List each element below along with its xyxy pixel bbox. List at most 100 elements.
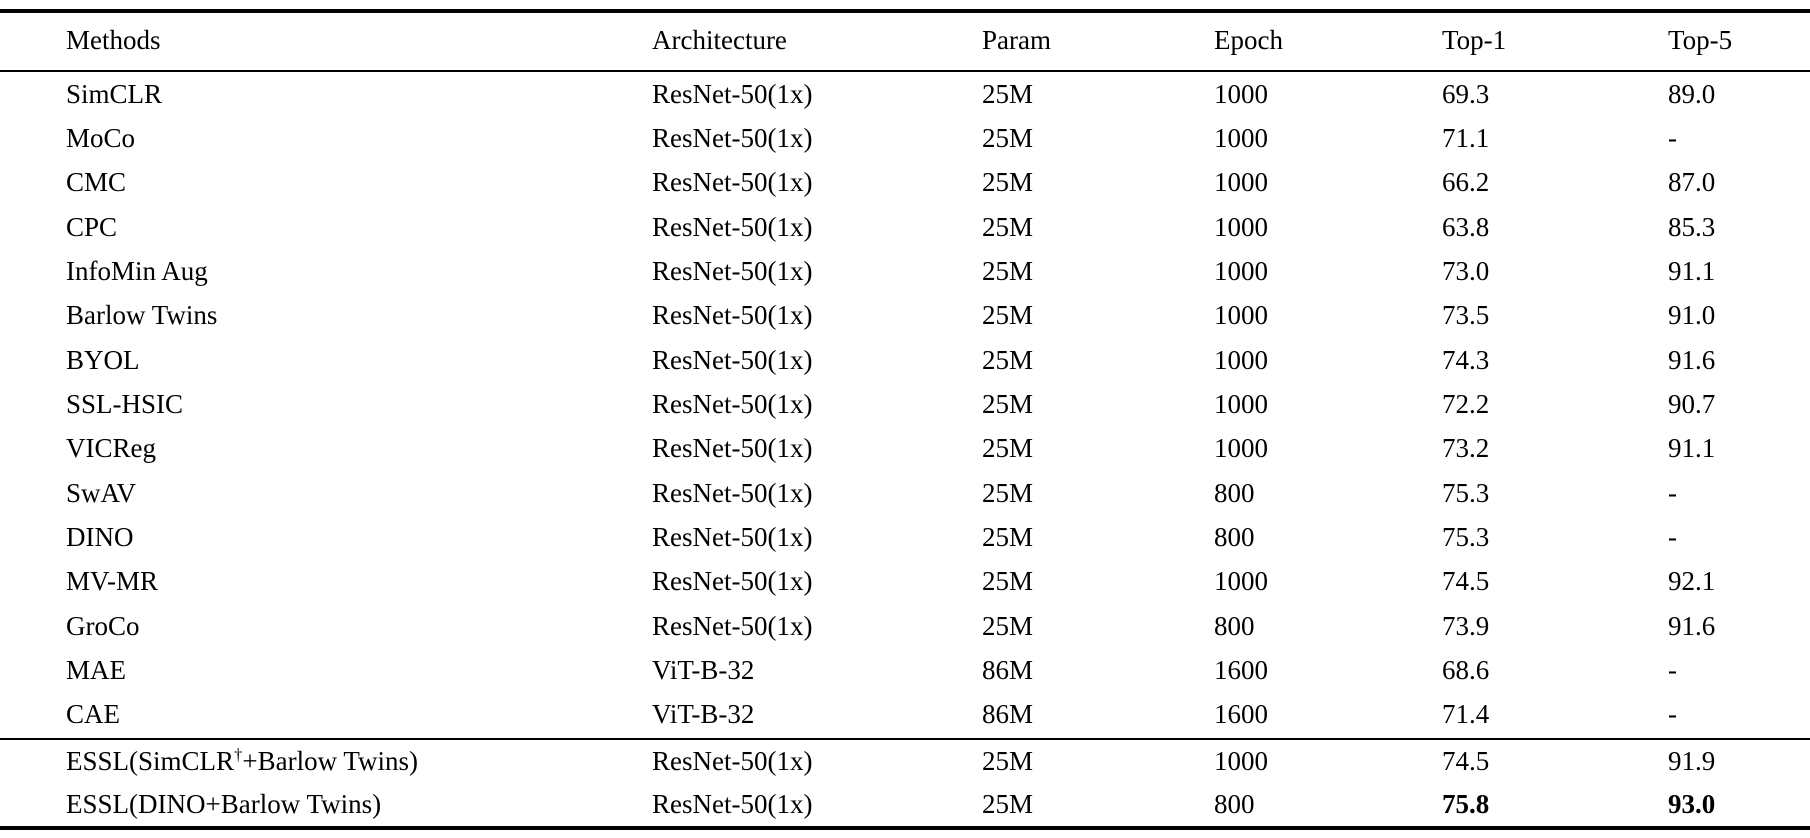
cell-top1: 75.3	[1442, 521, 1490, 552]
cell-top5: 92.1	[1668, 566, 1716, 597]
cell-architecture: ResNet-50(1x)	[652, 344, 813, 375]
cell-param: 25M	[982, 388, 1034, 419]
table-header-rule	[0, 70, 1810, 72]
cell-top5: 90.7	[1668, 388, 1716, 419]
cell-method: BYOL	[66, 344, 140, 375]
cell-epoch: 800	[1214, 477, 1255, 508]
cell-top5: -	[1668, 477, 1677, 508]
cell-param: 25M	[982, 566, 1034, 597]
cell-architecture: ViT-B-32	[652, 699, 755, 730]
cell-epoch: 1000	[1214, 566, 1268, 597]
cell-top5: 89.0	[1668, 78, 1716, 109]
table-row: InfoMin Aug ResNet-50(1x) 25M 1000 73.0 …	[0, 249, 1810, 293]
cell-top5: 85.3	[1668, 211, 1716, 242]
column-header-top5: Top-5	[1668, 25, 1733, 55]
table-row: BYOL ResNet-50(1x) 25M 1000 74.3 91.6	[0, 338, 1810, 382]
cell-top5: 91.9	[1668, 746, 1716, 776]
cell-param: 86M	[982, 699, 1034, 730]
cell-method: ESSL(SimCLR†+Barlow Twins)	[66, 745, 419, 776]
cell-top1: 74.5	[1442, 746, 1490, 776]
cell-epoch: 1000	[1214, 78, 1268, 109]
cell-architecture: ResNet-50(1x)	[652, 477, 813, 508]
cell-architecture: ResNet-50(1x)	[652, 566, 813, 597]
cell-param: 25M	[982, 433, 1034, 464]
cell-architecture: ResNet-50(1x)	[652, 78, 813, 109]
cell-architecture: ResNet-50(1x)	[652, 167, 813, 198]
cell-architecture: ResNet-50(1x)	[652, 521, 813, 552]
cell-top1: 75.8	[1442, 789, 1490, 819]
cell-top5: 91.1	[1668, 255, 1716, 286]
table-row: SwAV ResNet-50(1x) 25M 800 75.3 -	[0, 471, 1810, 515]
table-row: CPC ResNet-50(1x) 25M 1000 63.8 85.3	[0, 205, 1810, 249]
cell-top1: 66.2	[1442, 167, 1490, 198]
table-row: ESSL(SimCLR†+Barlow Twins) ResNet-50(1x)…	[0, 740, 1810, 783]
cell-method: Barlow Twins	[66, 300, 218, 331]
cell-top5: 93.0	[1668, 789, 1716, 819]
cell-top1: 71.4	[1442, 699, 1490, 730]
table-row: Barlow Twins ResNet-50(1x) 25M 1000 73.5…	[0, 294, 1810, 338]
cell-method: InfoMin Aug	[66, 255, 208, 286]
cell-param: 25M	[982, 122, 1034, 153]
cell-param: 25M	[982, 255, 1034, 286]
cell-architecture: ResNet-50(1x)	[652, 746, 813, 776]
dagger-footnote-mark: †	[234, 745, 243, 764]
cell-method: CMC	[66, 167, 127, 198]
table-row: ESSL(DINO+Barlow Twins) ResNet-50(1x) 25…	[0, 783, 1810, 826]
cell-top5: -	[1668, 521, 1677, 552]
cell-param: 25M	[982, 521, 1034, 552]
cell-architecture: ResNet-50(1x)	[652, 789, 813, 819]
cell-architecture: ResNet-50(1x)	[652, 610, 813, 641]
table-row: CMC ResNet-50(1x) 25M 1000 66.2 87.0	[0, 161, 1810, 205]
cell-architecture: ResNet-50(1x)	[652, 433, 813, 464]
cell-param: 86M	[982, 654, 1034, 685]
cell-method: SSL-HSIC	[66, 388, 184, 419]
cell-method: SimCLR	[66, 78, 163, 109]
cell-top1: 71.1	[1442, 122, 1490, 153]
table-row: VICReg ResNet-50(1x) 25M 1000 73.2 91.1	[0, 427, 1810, 471]
cell-top1: 72.2	[1442, 388, 1490, 419]
cell-method: GroCo	[66, 610, 140, 641]
cell-architecture: ResNet-50(1x)	[652, 255, 813, 286]
cell-top5: -	[1668, 699, 1677, 730]
table-row: SimCLR ResNet-50(1x) 25M 1000 69.3 89.0	[0, 72, 1810, 116]
table-row: MV-MR ResNet-50(1x) 25M 1000 74.5 92.1	[0, 560, 1810, 604]
column-header-methods: Methods	[66, 25, 161, 55]
cell-top5: -	[1668, 654, 1677, 685]
cell-epoch: 1000	[1214, 122, 1268, 153]
cell-top5: 87.0	[1668, 167, 1716, 198]
cell-top5: 91.1	[1668, 433, 1716, 464]
cell-top1: 73.0	[1442, 255, 1490, 286]
cell-method: SwAV	[66, 477, 137, 508]
cell-top1: 73.5	[1442, 300, 1490, 331]
cell-method: MAE	[66, 654, 126, 685]
cell-epoch: 1000	[1214, 167, 1268, 198]
table-row: MoCo ResNet-50(1x) 25M 1000 71.1 -	[0, 116, 1810, 160]
cell-param: 25M	[982, 477, 1034, 508]
cell-epoch: 800	[1214, 610, 1255, 641]
cell-top1: 74.5	[1442, 566, 1490, 597]
cell-method: CPC	[66, 211, 118, 242]
cell-architecture: ResNet-50(1x)	[652, 388, 813, 419]
cell-epoch: 1000	[1214, 211, 1268, 242]
column-header-epoch: Epoch	[1214, 25, 1283, 55]
table-row: CAE ViT-B-32 86M 1600 71.4 -	[0, 693, 1810, 737]
table-header-row: Methods Architecture Param Epoch Top-1 T…	[0, 13, 1810, 68]
table-row: MAE ViT-B-32 86M 1600 68.6 -	[0, 648, 1810, 692]
table-row: SSL-HSIC ResNet-50(1x) 25M 1000 72.2 90.…	[0, 382, 1810, 426]
cell-architecture: ResNet-50(1x)	[652, 211, 813, 242]
cell-param: 25M	[982, 610, 1034, 641]
cell-epoch: 1000	[1214, 388, 1268, 419]
table-top-rule	[0, 9, 1810, 13]
cell-method: MoCo	[66, 122, 136, 153]
cell-method: DINO	[66, 521, 134, 552]
table-row: GroCo ResNet-50(1x) 25M 800 73.9 91.6	[0, 604, 1810, 648]
cell-epoch: 1000	[1214, 433, 1268, 464]
cell-epoch: 1000	[1214, 746, 1268, 776]
cell-top5: 91.6	[1668, 344, 1716, 375]
cell-epoch: 800	[1214, 789, 1255, 819]
cell-top1: 75.3	[1442, 477, 1490, 508]
table-row: DINO ResNet-50(1x) 25M 800 75.3 -	[0, 515, 1810, 559]
cell-method: CAE	[66, 699, 120, 730]
cell-top5: 91.6	[1668, 610, 1716, 641]
